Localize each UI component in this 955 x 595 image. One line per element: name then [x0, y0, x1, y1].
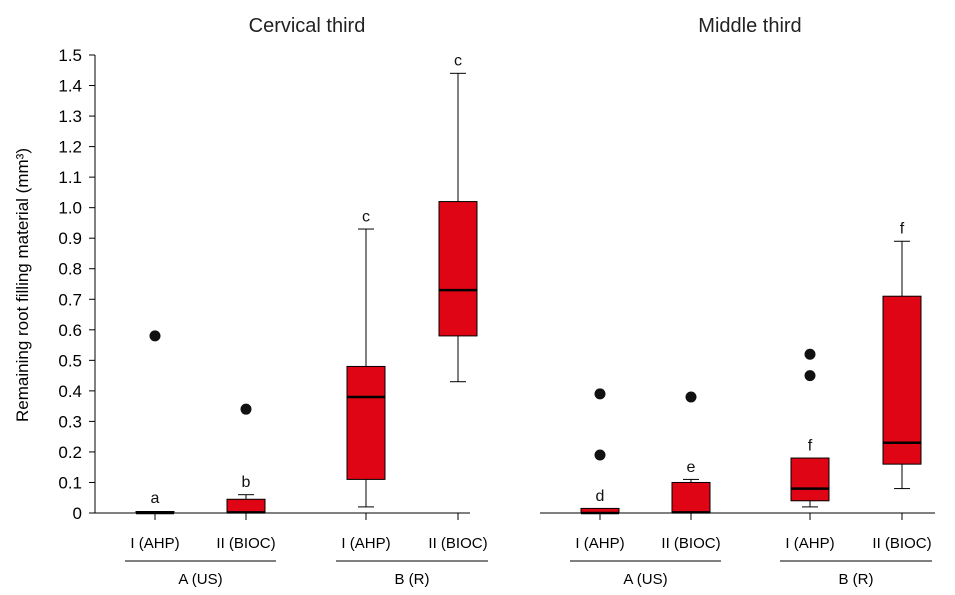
x-tick-label: I (AHP): [130, 535, 179, 552]
outlier-point: [149, 330, 161, 342]
y-tick-label: 0.8: [58, 260, 82, 279]
outlier-point: [804, 370, 816, 382]
y-tick-label: 0.5: [58, 351, 82, 370]
significance-letter: b: [242, 474, 251, 491]
significance-letter: c: [362, 208, 370, 225]
box: [790, 457, 830, 502]
outlier-point: [804, 348, 816, 360]
x-tick-label: I (AHP): [785, 535, 834, 552]
box: [882, 295, 922, 465]
box: [671, 481, 711, 514]
x-tick-label: II (BIOC): [661, 535, 720, 552]
significance-letter: d: [596, 488, 605, 505]
box: [438, 201, 478, 337]
y-tick-label: 0.1: [58, 473, 82, 492]
outlier-point: [685, 391, 697, 403]
y-tick-label: 1.3: [58, 107, 82, 126]
significance-letter: f: [900, 221, 905, 238]
y-tick-label: 1.5: [58, 46, 82, 65]
panel-title: Middle third: [698, 15, 801, 37]
y-tick-label: 0.3: [58, 412, 82, 431]
outlier-point: [594, 388, 606, 400]
significance-letter: f: [808, 437, 813, 454]
box: [226, 498, 266, 514]
outlier-point: [594, 449, 606, 461]
y-tick-label: 0.6: [58, 321, 82, 340]
y-tick-label: 0.7: [58, 290, 82, 309]
y-tick-label: 0: [73, 504, 82, 523]
x-tick-label: II (BIOC): [428, 535, 487, 552]
x-tick-label: I (AHP): [575, 535, 624, 552]
significance-letter: c: [454, 53, 462, 70]
y-tick-label: 0.4: [58, 382, 82, 401]
x-tick-label: II (BIOC): [872, 535, 931, 552]
group-label: B (R): [395, 571, 430, 588]
y-axis-label: Remaining root filling material (mm³): [13, 148, 32, 422]
group-label: A (US): [178, 571, 222, 588]
y-tick-label: 1.2: [58, 138, 82, 157]
y-tick-label: 0.2: [58, 443, 82, 462]
significance-letter: e: [687, 459, 696, 476]
group-label: B (R): [839, 571, 874, 588]
x-tick-label: II (BIOC): [216, 535, 275, 552]
y-tick-label: 0.9: [58, 229, 82, 248]
y-tick-label: 1.1: [58, 168, 82, 187]
panel-title: Cervical third: [249, 15, 366, 37]
significance-letter: a: [151, 490, 160, 507]
y-tick-label: 1.0: [58, 199, 82, 218]
x-tick-label: I (AHP): [341, 535, 390, 552]
box: [346, 365, 386, 480]
group-label: A (US): [623, 571, 667, 588]
y-tick-label: 1.4: [58, 77, 82, 96]
outlier-point: [240, 403, 252, 415]
